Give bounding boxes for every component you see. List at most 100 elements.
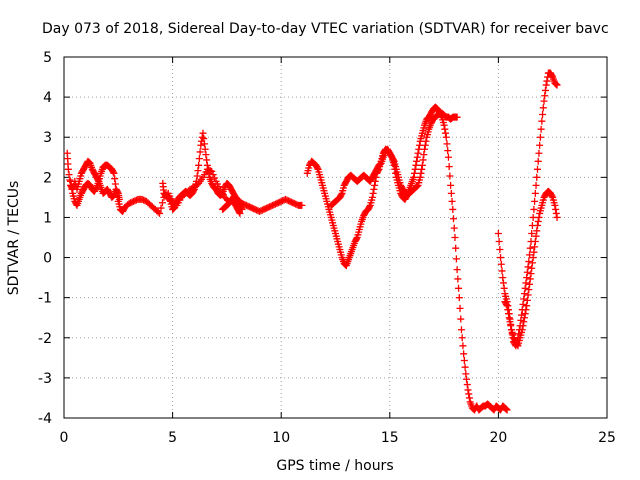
data-point-marker (502, 300, 510, 308)
data-point-marker (548, 192, 556, 200)
data-point-marker (543, 77, 551, 85)
data-point-marker (552, 80, 560, 88)
data-point-marker (532, 181, 540, 189)
y-tick-label: 1 (43, 210, 52, 226)
data-point-marker (369, 189, 377, 197)
data-point-marker (298, 201, 306, 209)
data-point-marker (200, 140, 208, 148)
data-point-marker (537, 125, 545, 133)
data-point-marker (444, 147, 452, 155)
data-point-marker (192, 177, 200, 185)
data-point-marker (203, 156, 211, 164)
data-point-marker (524, 263, 532, 271)
data-point-marker (202, 151, 210, 159)
data-point-marker (450, 215, 458, 223)
data-point-marker (195, 155, 203, 163)
data-point-marker (507, 322, 515, 330)
data-point-marker (536, 141, 544, 149)
plot-frame (63, 56, 608, 419)
data-point-marker (521, 284, 529, 292)
data-point-marker (548, 72, 556, 80)
data-point-marker (460, 357, 468, 365)
data-point-marker (112, 185, 120, 193)
data-point-marker (535, 149, 543, 157)
data-point-marker (534, 157, 542, 165)
data-point-marker (528, 229, 536, 237)
data-point-marker (464, 386, 472, 394)
data-point-marker (503, 302, 511, 310)
data-point-marker (313, 164, 321, 172)
tick-marks (63, 56, 608, 419)
data-point-marker (454, 275, 462, 283)
data-point-marker (529, 254, 537, 262)
data-point-marker (528, 264, 536, 272)
data-point-marker (541, 92, 549, 100)
data-point-marker (413, 157, 421, 165)
data-point-marker (190, 187, 198, 195)
data-point-marker (500, 284, 508, 292)
data-point-marker (68, 185, 76, 193)
data-point-marker (166, 196, 174, 204)
data-point-marker (413, 182, 421, 190)
data-point-marker (421, 141, 429, 149)
data-point-marker (337, 191, 345, 199)
data-point-marker (154, 208, 162, 216)
data-point-marker (520, 290, 528, 298)
data-point-marker (530, 248, 538, 256)
y-tick-label: -4 (38, 411, 52, 427)
data-point-marker (528, 259, 536, 267)
data-point-marker (523, 296, 531, 304)
data-point-marker (370, 185, 378, 193)
data-point-marker (520, 314, 528, 322)
data-point-marker (200, 135, 208, 143)
data-point-marker (533, 173, 541, 181)
data-point-marker (497, 260, 505, 268)
data-point-marker (420, 151, 428, 159)
data-point-marker (410, 169, 418, 177)
data-point-marker (204, 165, 212, 173)
data-point-marker (67, 181, 75, 189)
data-point-marker (414, 149, 422, 157)
data-point-marker (413, 183, 421, 191)
y-tick-label: 2 (43, 170, 52, 186)
data-point-marker (539, 104, 547, 112)
y-tick-labels: -4 -3 -2 -1 0 1 2 3 4 5 (38, 50, 52, 427)
data-point-marker (505, 314, 513, 322)
data-point-marker (523, 268, 531, 276)
data-point-marker (531, 243, 539, 251)
data-point-marker (531, 238, 539, 246)
data-point-marker (410, 173, 418, 181)
data-point-marker (532, 232, 540, 240)
data-point-marker (523, 302, 531, 310)
data-point-marker (536, 133, 544, 141)
data-point-marker (418, 161, 426, 169)
data-point-marker (522, 279, 530, 287)
data-point-marker (441, 125, 449, 133)
data-point-marker (498, 267, 506, 275)
data-point-marker (448, 197, 456, 205)
data-point-marker (526, 280, 534, 288)
data-point-marker (198, 133, 206, 141)
data-point-marker (113, 189, 121, 197)
data-point-marker (416, 173, 424, 181)
data-point-marker (413, 153, 421, 161)
data-point-marker (458, 334, 466, 342)
data-point-marker (533, 227, 541, 235)
data-point-marker (110, 169, 118, 177)
data-point-marker (541, 86, 549, 94)
data-point-marker (195, 161, 203, 169)
chart-title: Day 073 of 2018, Sidereal Day-to-day VTE… (42, 21, 609, 37)
x-tick-labels: 0 5 10 15 20 25 (60, 430, 616, 446)
data-point-marker (519, 322, 527, 330)
data-point-marker (109, 168, 117, 176)
data-point-marker (368, 193, 376, 201)
data-point-marker (521, 310, 529, 318)
data-point-marker (445, 163, 453, 171)
data-point-marker (211, 174, 219, 182)
data-point-marker (460, 350, 468, 358)
data-point-marker (389, 156, 397, 164)
y-tick-label: 4 (43, 90, 52, 106)
data-point-marker (157, 204, 165, 212)
data-point-marker (446, 172, 454, 180)
